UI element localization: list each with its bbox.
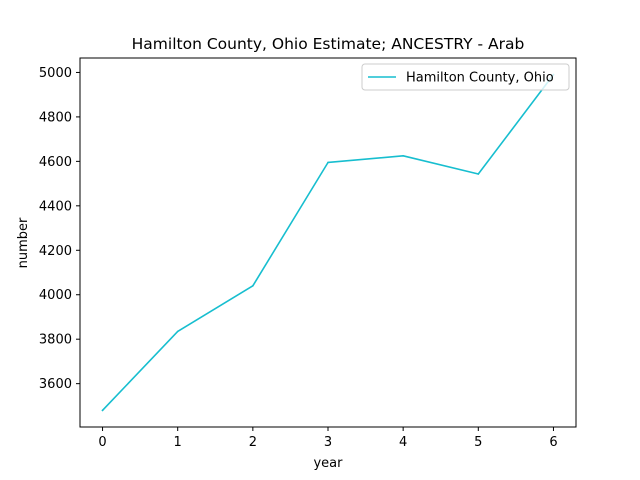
data-point <box>101 409 104 412</box>
y-tick-label: 4600 <box>39 155 72 170</box>
x-tick-label: 4 <box>399 435 407 450</box>
chart-title: Hamilton County, Ohio Estimate; ANCESTRY… <box>132 35 525 53</box>
y-tick-label: 4000 <box>39 288 72 303</box>
data-point <box>327 161 329 164</box>
y-tick-label: 5000 <box>39 66 72 81</box>
legend-label: Hamilton County, Ohio <box>406 71 554 86</box>
x-tick-label: 5 <box>474 435 482 450</box>
y-tick-label: 4800 <box>39 110 72 125</box>
x-tick-label: 3 <box>324 435 332 450</box>
x-tick-label: 2 <box>249 435 257 450</box>
x-tick-label: 1 <box>174 435 182 450</box>
y-tick-label: 3800 <box>39 333 72 348</box>
legend: Hamilton County, Ohio <box>361 63 570 91</box>
data-point <box>252 285 254 287</box>
x-tick-label: 0 <box>98 435 106 450</box>
y-tick-label: 3600 <box>39 377 72 392</box>
legend-box <box>361 63 570 91</box>
data-point <box>477 173 480 175</box>
data-point <box>176 330 179 333</box>
y-tick-label: 4400 <box>39 199 72 214</box>
x-axis-label: year <box>313 456 343 471</box>
y-axis-label: number <box>16 217 31 268</box>
y-tick-label: 4200 <box>39 244 72 259</box>
data-point <box>402 155 404 157</box>
plot-area: 0 1 2 3 4 5 6 3600 3800 4000 4200 4400 4600 4800 5000 <box>39 57 577 450</box>
x-tick-label: 6 <box>549 435 557 450</box>
